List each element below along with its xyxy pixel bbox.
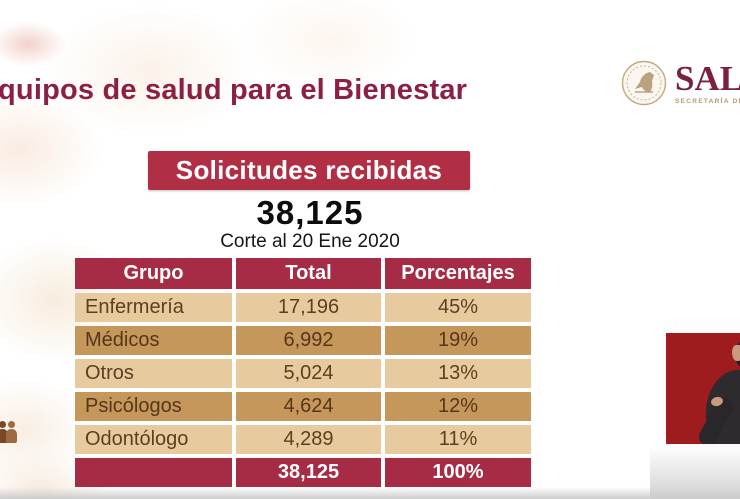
table-cell-porcentaje: 19% [385,326,531,355]
table-cell-grupo: Otros [75,359,232,388]
logo-wordmark: SALUD [675,61,740,98]
logo-text: SALUD SECRETARÍA DE SALUD [675,62,740,105]
section-badge: Solicitudes recibidas [148,151,470,190]
cutoff-date: Corte al 20 Ene 2020 [220,231,400,252]
table-header-porcentajes: Porcentajes [385,258,531,289]
section-badge-label: Solicitudes recibidas [175,155,443,185]
grand-total-number: 38,125 [256,194,364,231]
sign-language-interpreter-video [663,330,740,447]
eagle-seal-icon [621,60,667,106]
table-cell-grupo: Médicos [75,326,232,355]
table-cell-total: 4,289 [236,425,381,454]
table-cell-porcentaje: 12% [385,392,531,421]
table-cell-porcentaje: 13% [385,359,531,388]
bottom-fade [0,487,740,499]
table-cell-total: 17,196 [236,293,381,322]
solicitudes-table: Grupo Total Porcentajes Enfermería 17,19… [75,258,531,487]
table-header-grupo: Grupo [75,258,232,289]
table-footer-porcentaje: 100% [385,458,531,487]
page-title: quipos de salud para el Bienestar [0,74,468,106]
table-cell-grupo: Enfermería [75,293,232,322]
logo-subtitle: SECRETARÍA DE SALUD [675,97,740,105]
table-cell-total: 6,992 [236,326,381,355]
table-footer-total: 38,125 [236,458,381,487]
table-cell-porcentaje: 45% [385,293,531,322]
table-cell-porcentaje: 11% [385,425,531,454]
table-cell-total: 5,024 [236,359,381,388]
table-cell-grupo: Odontólogo [75,425,232,454]
table-cell-total: 4,624 [236,392,381,421]
table-header-total: Total [236,258,381,289]
interpreter-face [732,345,740,361]
table-footer-empty [75,458,232,487]
salud-logo: SALUD SECRETARÍA DE SALUD [621,60,740,106]
table-cell-grupo: Psicólogos [75,392,232,421]
people-figures-icon [0,417,19,443]
